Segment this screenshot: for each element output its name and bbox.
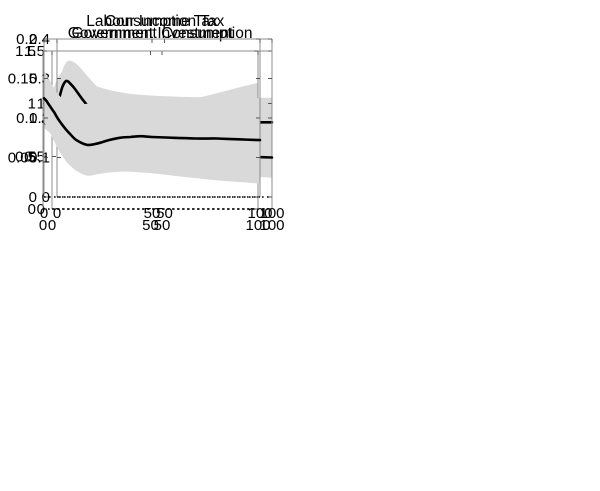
x-tick-label: 100 bbox=[259, 217, 284, 234]
x-tick-label: 100 bbox=[259, 205, 284, 222]
y-tick-label: 1 bbox=[37, 96, 45, 113]
y-tick-label: 0.5 bbox=[15, 148, 36, 165]
y-tick-label: 0 bbox=[37, 201, 45, 218]
x-tick-label: 50 bbox=[142, 217, 159, 234]
x-tick-label: 100 bbox=[247, 205, 272, 222]
x-tick-label: 100 bbox=[245, 217, 270, 234]
x-tick-label: 0 bbox=[53, 205, 61, 222]
y-tick-label: 1.5 bbox=[24, 43, 45, 60]
chart-title: Government Investment bbox=[68, 25, 234, 42]
y-tick-label: 0.15 bbox=[8, 71, 37, 88]
chart-title: Labour Income Tax bbox=[86, 13, 218, 30]
confidence-band bbox=[44, 70, 260, 184]
chart-title: Government Consumption bbox=[72, 25, 253, 42]
x-tick-label: 50 bbox=[144, 205, 161, 222]
x-tick-label: 0 bbox=[40, 205, 48, 222]
y-tick-label: 0.5 bbox=[24, 148, 45, 165]
x-tick-label: 0 bbox=[48, 217, 56, 234]
y-tick-label: 0.05 bbox=[8, 150, 37, 167]
chart-labour-income-tax: Labour Income Tax 00.050.10.150.20 50 100 bbox=[8, 13, 273, 222]
chart-title: Consumption Tax bbox=[105, 13, 225, 30]
y-tick-label: 0 bbox=[29, 189, 37, 206]
mean-response-line bbox=[42, 97, 262, 147]
y-tick-label: 1.5 bbox=[15, 43, 36, 60]
x-tick-label: 0 bbox=[39, 217, 47, 234]
y-tick-label: 0.4 bbox=[29, 31, 50, 48]
subplot-labour-income-tax: Labour Income Tax 0 0.05 0.1 0.15 0.2 0 50 100 bbox=[0, 0, 300, 251]
y-tick-label: 0 bbox=[28, 201, 36, 218]
x-tick-label: 50 bbox=[156, 205, 173, 222]
y-tick-label: 1 bbox=[28, 96, 36, 113]
y-tick-label: 0.1 bbox=[29, 150, 50, 167]
x-tick-label: 50 bbox=[154, 217, 171, 234]
y-tick-label: 0.2 bbox=[16, 31, 37, 48]
y-tick-label: 0.1 bbox=[16, 110, 37, 127]
